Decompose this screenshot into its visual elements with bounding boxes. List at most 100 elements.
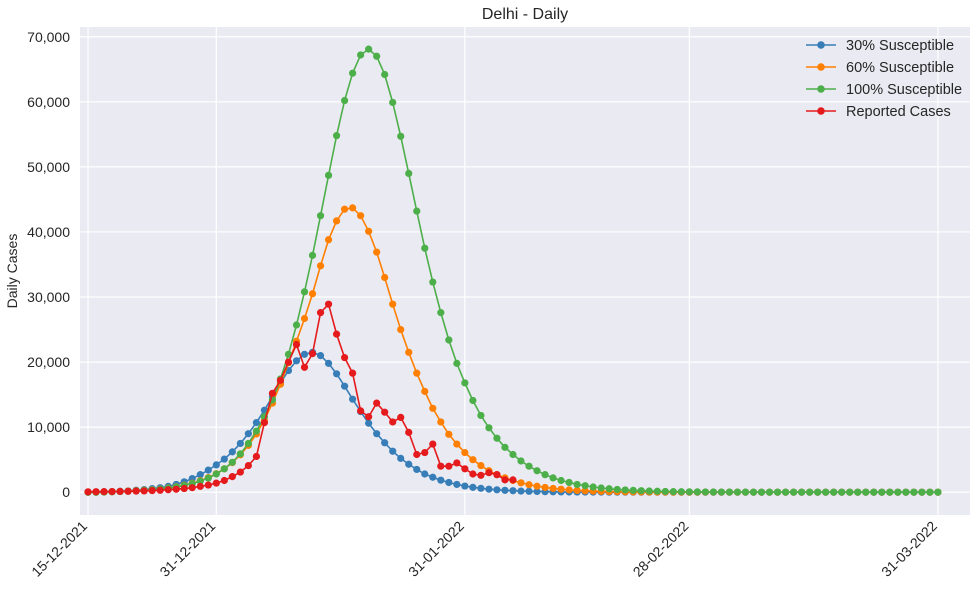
data-point [421, 470, 429, 478]
data-point [413, 450, 421, 459]
data-point [870, 488, 878, 496]
data-point [437, 418, 445, 426]
data-point [260, 419, 269, 427]
legend-marker [817, 107, 825, 115]
data-point [196, 482, 204, 490]
data-point [84, 488, 92, 496]
data-point [541, 471, 549, 479]
data-point [854, 488, 862, 496]
legend-marker [817, 85, 825, 93]
data-point [365, 45, 373, 53]
data-point [533, 487, 541, 496]
data-point [124, 487, 132, 495]
data-point [236, 468, 244, 476]
data-point [252, 452, 260, 461]
y-tick-label: 40,000 [27, 224, 70, 240]
data-point [709, 488, 718, 496]
data-point [493, 434, 501, 442]
data-point [421, 448, 429, 457]
data-point [493, 471, 501, 479]
y-tick-labels: 0 10,000 20,000 30,000 40,000 50,000 60,000 70,… [27, 29, 70, 500]
data-point [244, 439, 252, 448]
data-point [389, 447, 397, 455]
data-point [212, 461, 220, 469]
data-point [100, 488, 108, 496]
data-point [365, 419, 373, 427]
legend-item[interactable]: 60% Susceptible [806, 60, 954, 76]
data-point [389, 98, 397, 107]
legend-item[interactable]: Reported Cases [806, 104, 951, 120]
data-point [332, 330, 341, 338]
data-point [445, 430, 453, 438]
data-point [228, 458, 236, 466]
data-point [349, 204, 357, 212]
data-point [316, 309, 325, 317]
data-point [581, 487, 589, 495]
data-point [300, 350, 309, 358]
data-point [525, 481, 533, 489]
data-point [332, 217, 341, 225]
data-point [589, 483, 597, 491]
data-point [477, 471, 485, 479]
data-point [565, 486, 573, 494]
data-point [477, 411, 485, 420]
data-point [349, 395, 357, 403]
data-point [549, 484, 557, 493]
data-point [140, 487, 148, 495]
data-point [252, 419, 260, 427]
data-point [212, 470, 220, 478]
data-point [461, 379, 469, 387]
data-point [212, 479, 220, 487]
data-point [164, 486, 172, 494]
legend-label: 100% Susceptible [846, 82, 962, 98]
data-point [405, 428, 413, 436]
data-point [677, 488, 685, 496]
data-point [381, 273, 389, 282]
data-point [477, 484, 485, 492]
data-point [340, 205, 349, 213]
data-point [525, 487, 533, 495]
data-point [397, 413, 405, 421]
data-point [509, 476, 517, 484]
data-point [389, 418, 397, 426]
data-point [284, 358, 293, 366]
data-point [653, 487, 661, 495]
data-point [437, 309, 445, 317]
data-point [172, 485, 180, 493]
data-point [501, 486, 509, 494]
data-point [517, 457, 525, 465]
data-point [397, 454, 405, 462]
data-point [541, 483, 549, 492]
grid [80, 27, 970, 515]
data-point [405, 169, 413, 177]
data-point [236, 450, 244, 458]
data-point [661, 487, 669, 496]
data-point [645, 487, 653, 495]
y-tick-label: 0 [62, 484, 70, 500]
data-point [717, 488, 726, 496]
data-point [421, 244, 429, 252]
data-point [292, 357, 301, 365]
data-point [830, 488, 838, 496]
data-point [220, 455, 228, 463]
legend[interactable]: 30% Susceptible 60% Susceptible 100% Susce… [806, 38, 962, 120]
data-point [461, 465, 469, 473]
legend-item[interactable]: 100% Susceptible [806, 82, 962, 98]
data-point [244, 430, 252, 438]
data-point [324, 300, 333, 308]
data-point [485, 469, 493, 477]
data-point [862, 488, 870, 496]
data-point [445, 336, 453, 344]
data-point [725, 488, 734, 496]
data-point [461, 482, 469, 490]
legend-label: 30% Susceptible [846, 38, 954, 54]
legend-item[interactable]: 30% Susceptible [806, 38, 954, 54]
data-point [557, 476, 565, 485]
chart-title: Delhi - Daily [482, 6, 568, 23]
data-point [252, 427, 260, 435]
data-point [349, 69, 357, 77]
data-point [846, 488, 854, 496]
data-point [741, 488, 750, 496]
x-tick-labels: 15-12-2021 31-12-2021 31-01-2022 28-02-2022… [28, 518, 940, 580]
